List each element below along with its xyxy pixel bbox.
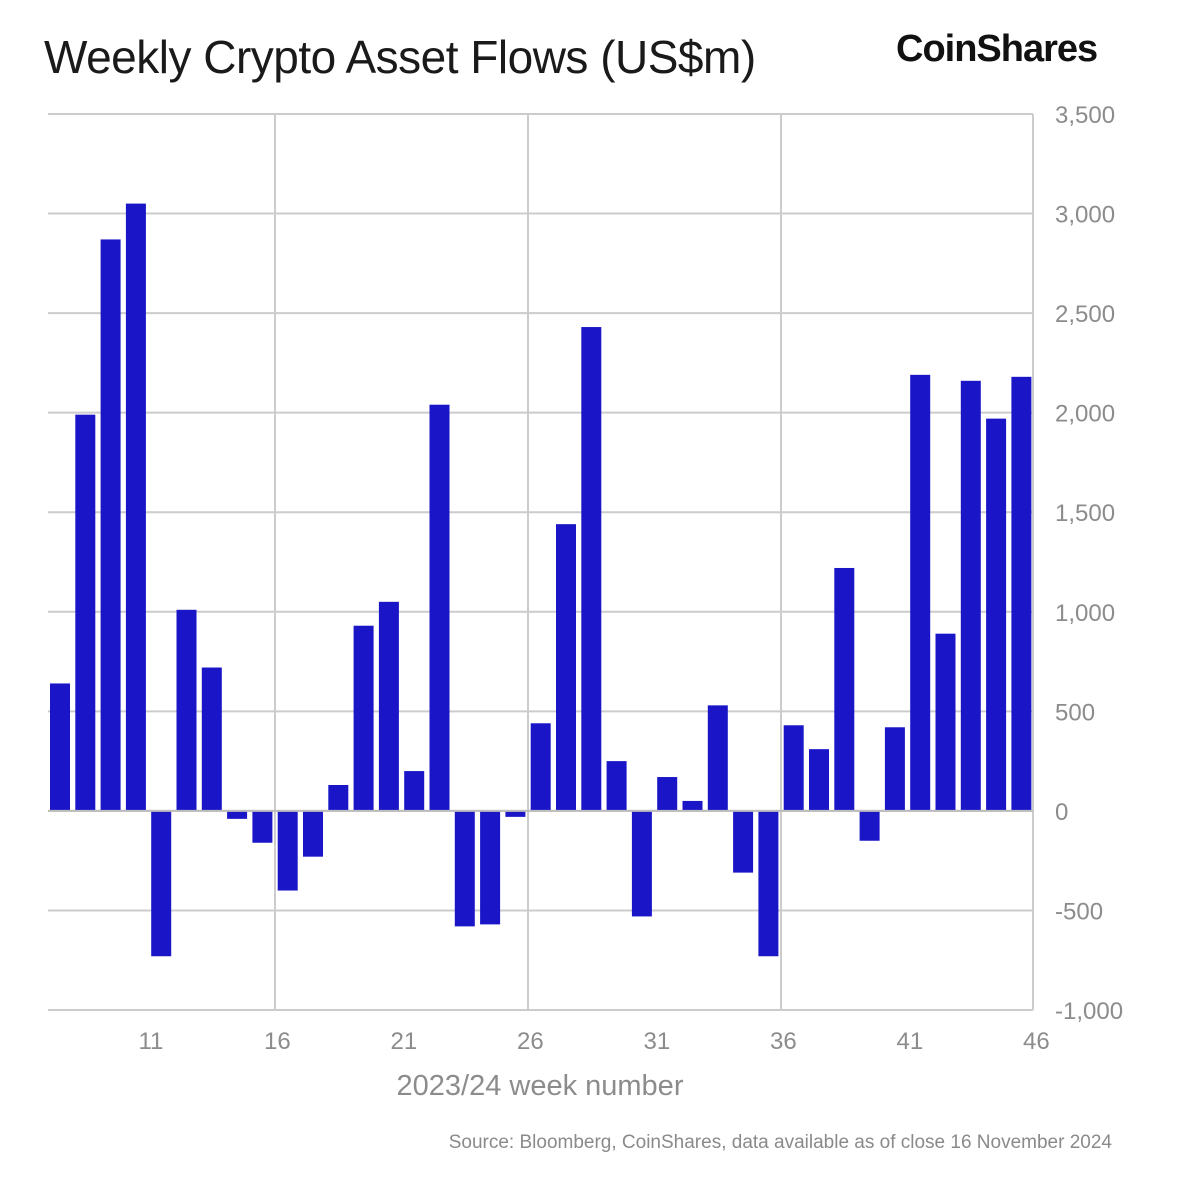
x-tick-label: 46 [1023, 1028, 1050, 1055]
grid-lines [48, 113, 1034, 1011]
y-tick-label: 3,500 [1055, 102, 1115, 129]
bar-week-22 [404, 771, 425, 811]
bar-week-40 [859, 810, 880, 841]
y-axis-ticks: -1,000 -500 0 500 1,000 1,500 2,000 2,500 3,000 3… [1055, 102, 1123, 1025]
bar-week-31 [631, 810, 652, 917]
x-axis-ticks: 11 16 21 26 31 36 41 46 [138, 1028, 1049, 1055]
y-tick-label: 3,000 [1055, 202, 1115, 229]
bar-week-9 [75, 414, 96, 811]
x-tick-label: 41 [897, 1028, 924, 1055]
bar-week-38 [809, 749, 829, 811]
bar-week-46 [1011, 376, 1032, 811]
bar-week-13 [176, 609, 197, 811]
bar-week-33 [682, 800, 703, 811]
bar-week-23 [429, 404, 450, 811]
bar-week-26 [505, 810, 526, 817]
bar-week-20 [353, 625, 374, 811]
y-tick-label: 1,000 [1055, 600, 1115, 627]
y-tick-label: 2,000 [1055, 401, 1115, 428]
bar-week-14 [201, 667, 222, 811]
bar-week-45 [986, 418, 1007, 811]
bar-week-37 [783, 725, 804, 811]
y-tick-label: -1,000 [1055, 998, 1123, 1025]
bar-week-29 [581, 327, 602, 811]
bar-week-30 [606, 761, 627, 811]
bars [48, 203, 1033, 957]
x-tick-label: 21 [391, 1028, 418, 1055]
bar-week-41 [884, 727, 905, 811]
bar-week-11 [125, 203, 146, 811]
bar-week-34 [707, 705, 728, 811]
bar-week-42 [910, 374, 931, 811]
x-tick-label: 16 [264, 1028, 291, 1055]
x-tick-label: 31 [644, 1028, 671, 1055]
x-tick-label: 26 [517, 1028, 544, 1055]
bar-week-39 [834, 567, 855, 811]
bar-week-35 [733, 810, 754, 873]
y-tick-label: 0 [1055, 799, 1068, 826]
bar-week-24 [454, 810, 475, 927]
bar-week-32 [657, 777, 678, 811]
bar-week-19 [328, 785, 349, 811]
bar-week-44 [960, 380, 981, 811]
chart-title: Weekly Crypto Asset Flows (US$m) [44, 31, 756, 83]
y-tick-label: 1,500 [1055, 500, 1115, 527]
bar-week-15 [227, 810, 248, 819]
bar-week-12 [151, 810, 172, 957]
source-note: Source: Bloomberg, CoinShares, data avai… [448, 1132, 1112, 1153]
bar-week-28 [556, 524, 576, 811]
coinshares-logo: CoinShares [896, 28, 1098, 70]
x-axis-label: 2023/24 week number [397, 1070, 684, 1102]
y-tick-label: 2,500 [1055, 301, 1115, 328]
y-tick-label: -500 [1055, 898, 1103, 925]
bar-week-18 [303, 810, 323, 857]
bar-week-27 [530, 723, 551, 811]
x-tick-label: 11 [138, 1028, 163, 1055]
bar-week-25 [480, 810, 501, 925]
x-tick-label: 36 [770, 1028, 797, 1055]
bar-week-43 [935, 633, 956, 811]
bar-week-16 [252, 810, 273, 843]
bar-week-8 [50, 683, 70, 811]
bar-week-17 [277, 810, 298, 891]
y-tick-label: 500 [1055, 699, 1095, 726]
bar-week-10 [100, 239, 121, 811]
bar-week-36 [758, 810, 779, 957]
bar-week-21 [378, 601, 399, 811]
